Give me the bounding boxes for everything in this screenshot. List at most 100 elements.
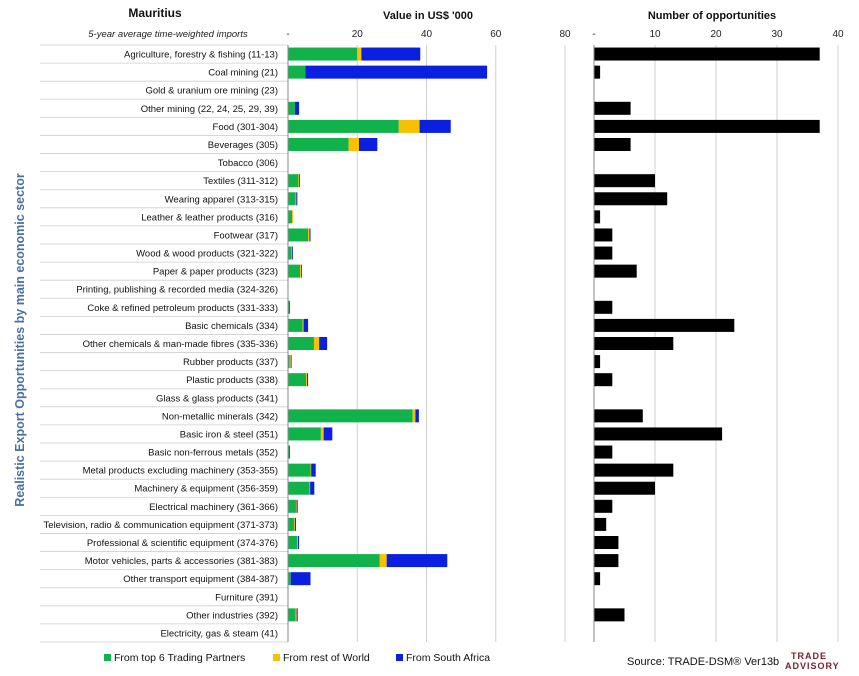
opportunities-bar bbox=[594, 138, 631, 151]
category-label: Motor vehicles, parts & accessories (381… bbox=[85, 556, 278, 567]
opportunities-bar bbox=[594, 192, 668, 206]
logo-line2: ADVISORY bbox=[785, 661, 840, 671]
value-bar-segment-top6 bbox=[288, 65, 306, 79]
value-bar-segment-sa bbox=[292, 246, 293, 260]
value-bar-segment-row bbox=[295, 192, 297, 206]
value-bar-segment-sa bbox=[290, 355, 292, 369]
value-bar-segment-top6 bbox=[288, 264, 301, 278]
value-bar-segment-row bbox=[295, 499, 297, 513]
category-label: Beverages (305) bbox=[208, 140, 278, 151]
category-label: Glass & glass products (341) bbox=[156, 393, 278, 404]
value-bar-segment-row bbox=[297, 536, 299, 549]
value-bar-segment-row bbox=[294, 517, 296, 531]
value-bar-segment-top6 bbox=[288, 463, 311, 477]
value-bar-segment-top6 bbox=[288, 355, 290, 369]
value-bar-segment-row bbox=[320, 427, 324, 441]
value-bar-segment-sa bbox=[290, 572, 311, 586]
opportunities-axis-tick-label: - bbox=[592, 29, 595, 40]
category-label: Plastic products (338) bbox=[186, 375, 278, 386]
value-bar-segment-sa bbox=[303, 318, 309, 332]
value-bars bbox=[288, 47, 488, 622]
value-bar-segment-sa bbox=[289, 445, 290, 459]
legend-label-row: From rest of World bbox=[283, 652, 370, 664]
value-bar-segment-sa bbox=[298, 536, 300, 549]
value-bar-segment-row bbox=[348, 138, 359, 151]
value-bar-segment-top6 bbox=[288, 554, 380, 568]
value-bar-segment-sa bbox=[296, 608, 298, 622]
value-bar-segment-sa bbox=[310, 481, 315, 495]
opportunities-bar bbox=[594, 119, 820, 133]
value-bar-segment-row bbox=[298, 174, 300, 188]
y-axis-label: Realistic Export Opportunities by main e… bbox=[13, 173, 27, 507]
legend: From top 6 Trading Partners From rest of… bbox=[104, 652, 490, 664]
category-label: Printing, publishing & recorded media (3… bbox=[76, 285, 278, 296]
opportunities-bar bbox=[594, 499, 613, 513]
value-bar-segment-row bbox=[357, 47, 362, 61]
opportunities-axis-ticks: - 10 20 30 40 bbox=[592, 29, 844, 40]
opportunities-bar bbox=[594, 463, 674, 477]
value-bar-segment-sa bbox=[294, 101, 300, 115]
opportunities-bar bbox=[594, 65, 601, 79]
value-bar-segment-row bbox=[292, 210, 294, 224]
legend-label-sa: From South Africa bbox=[406, 652, 490, 664]
opportunities-bar bbox=[594, 47, 820, 61]
opportunities-bar bbox=[594, 427, 723, 441]
category-label: Other chemicals & man-made fibres (335-3… bbox=[83, 339, 278, 350]
value-bar-segment-row bbox=[313, 337, 320, 350]
opportunities-bar bbox=[594, 300, 613, 314]
category-label: Textiles (311-312) bbox=[203, 176, 278, 187]
value-bar-segment-top6 bbox=[288, 174, 299, 188]
opportunities-gridlines bbox=[654, 45, 839, 642]
value-bar-segment-row bbox=[306, 373, 308, 387]
value-bar-segment-sa bbox=[319, 337, 328, 350]
value-bar-segment-sa bbox=[419, 119, 451, 133]
value-bar-segment-row bbox=[412, 409, 416, 423]
value-axis-tick-label: - bbox=[286, 29, 289, 40]
value-bar-segment-sa bbox=[311, 463, 316, 477]
value-bar-segment-sa bbox=[296, 192, 298, 206]
legend-swatch-row bbox=[273, 654, 280, 661]
value-bar-segment-row bbox=[309, 481, 311, 495]
value-bar-segment-sa bbox=[386, 554, 448, 568]
value-bar-segment-row bbox=[295, 608, 297, 622]
category-label: Furniture (391) bbox=[215, 592, 278, 603]
legend-label-top6: From top 6 Trading Partners bbox=[114, 652, 245, 664]
category-label: Paper & paper products (323) bbox=[153, 267, 278, 278]
category-label: Tobacco (306) bbox=[218, 158, 278, 169]
category-label: Gold & uranium ore mining (23) bbox=[145, 86, 278, 97]
value-bar-segment-row bbox=[379, 554, 387, 568]
trade-advisory-logo: TRADE ADVISORY bbox=[785, 651, 840, 671]
value-bar-segment-top6 bbox=[288, 101, 295, 115]
opportunities-panel-title: Number of opportunities bbox=[648, 10, 776, 22]
category-label: Machinery & equipment (356-359) bbox=[134, 484, 278, 495]
category-label: Coal mining (21) bbox=[208, 68, 278, 79]
opportunities-bars bbox=[594, 47, 820, 622]
opportunities-bar bbox=[594, 373, 613, 387]
category-label: Non-metallic minerals (342) bbox=[162, 411, 278, 422]
opportunities-bar bbox=[594, 517, 607, 531]
opportunities-bar bbox=[594, 572, 601, 586]
opportunities-bar bbox=[594, 264, 637, 278]
legend-swatch-top6 bbox=[104, 654, 111, 661]
value-bar-segment-top6 bbox=[288, 228, 309, 242]
value-bar-segment-sa bbox=[415, 409, 419, 423]
opportunities-bar bbox=[594, 608, 625, 622]
value-bar-segment-top6 bbox=[288, 246, 292, 260]
value-bar-segment-row bbox=[308, 228, 310, 242]
value-bar-segment-top6 bbox=[288, 300, 290, 314]
opportunities-bar bbox=[594, 210, 601, 224]
value-bar-segment-row bbox=[291, 246, 293, 260]
value-axis-ticks: - 20 40 60 80 bbox=[286, 29, 571, 40]
category-label: Professional & scientific equipment (374… bbox=[87, 538, 278, 549]
value-bar-segment-row bbox=[310, 463, 312, 477]
category-label: Agriculture, forestry & fishing (11-13) bbox=[124, 50, 278, 61]
category-label: Wood & wood products (321-322) bbox=[136, 249, 278, 260]
opportunities-bar bbox=[594, 481, 655, 495]
value-axis-tick-label: 40 bbox=[421, 29, 433, 40]
value-bar-segment-row bbox=[300, 264, 302, 278]
value-bar-segment-sa bbox=[289, 300, 290, 314]
value-bar-segment-top6 bbox=[288, 608, 296, 622]
opportunities-bar bbox=[594, 355, 601, 369]
category-label: Footwear (317) bbox=[214, 230, 278, 241]
